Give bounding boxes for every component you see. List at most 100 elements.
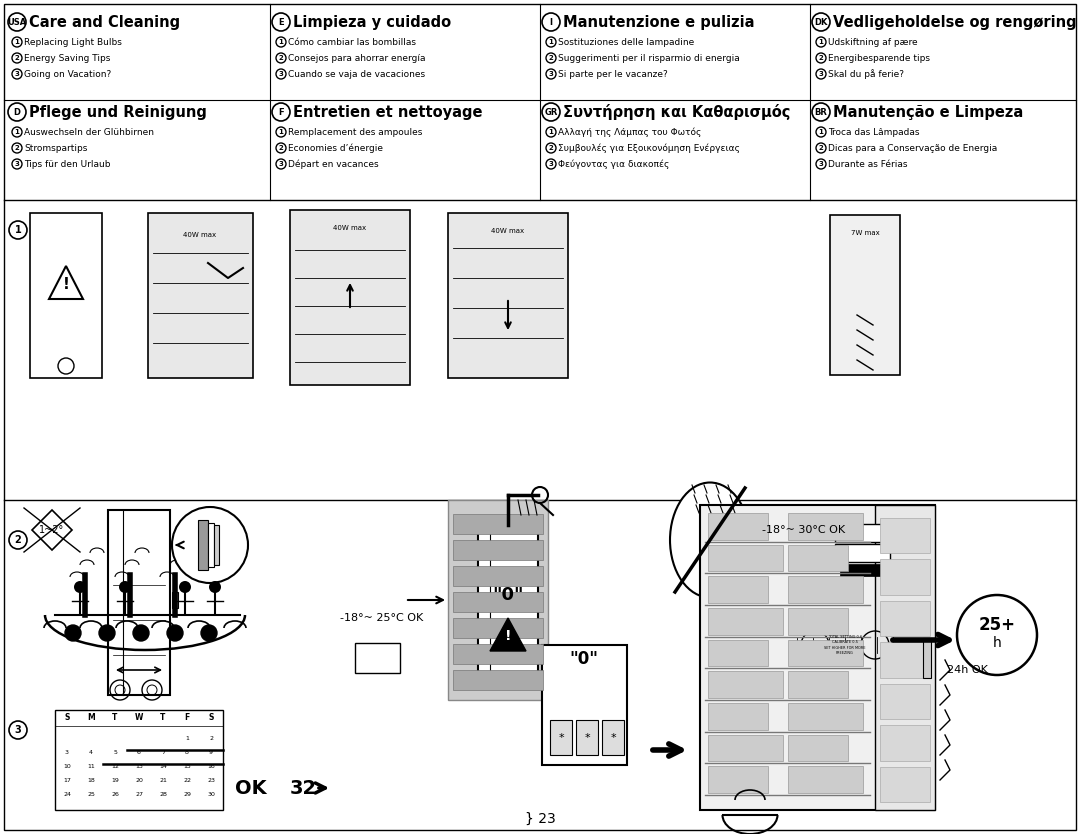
Circle shape bbox=[99, 625, 114, 641]
Text: Stromspartips: Stromspartips bbox=[24, 143, 87, 153]
Text: TOTAL SETTING 0-6
CALIBRATE 0-5
SET HIGHER FOR MORE
FREEZING: TOTAL SETTING 0-6 CALIBRATE 0-5 SET HIGH… bbox=[824, 635, 866, 656]
Text: 2: 2 bbox=[819, 55, 823, 61]
Text: Συμβουλές για Εξοικονόμηση Ενέργειας: Συμβουλές για Εξοικονόμηση Ενέργειας bbox=[558, 143, 740, 153]
Bar bbox=[880, 684, 930, 719]
Text: 1: 1 bbox=[14, 39, 19, 45]
Circle shape bbox=[133, 625, 149, 641]
Text: F: F bbox=[185, 714, 190, 722]
Bar bbox=[148, 213, 253, 378]
Text: 1~2°: 1~2° bbox=[39, 525, 65, 535]
Text: Auswechseln der Glühbirnen: Auswechseln der Glühbirnen bbox=[24, 128, 154, 137]
Text: 18: 18 bbox=[87, 777, 95, 782]
Text: "0": "0" bbox=[569, 650, 598, 668]
Text: 40W max: 40W max bbox=[491, 228, 525, 234]
Bar bbox=[708, 735, 783, 761]
Bar bbox=[708, 513, 768, 540]
Text: 12: 12 bbox=[111, 763, 119, 768]
Bar bbox=[448, 213, 568, 378]
Text: 3: 3 bbox=[819, 71, 823, 77]
Bar bbox=[291, 210, 410, 385]
Text: 3: 3 bbox=[819, 161, 823, 167]
Text: 1: 1 bbox=[549, 39, 553, 45]
Text: S: S bbox=[208, 714, 214, 722]
Text: -18°~ 25°C OK: -18°~ 25°C OK bbox=[340, 613, 423, 623]
Text: 1: 1 bbox=[279, 39, 283, 45]
Text: Si parte per le vacanze?: Si parte per le vacanze? bbox=[558, 69, 667, 78]
Text: USA: USA bbox=[8, 18, 27, 27]
Text: 2: 2 bbox=[210, 736, 213, 741]
Text: 3: 3 bbox=[279, 161, 283, 167]
Bar bbox=[788, 703, 863, 730]
Bar bbox=[840, 564, 885, 576]
Circle shape bbox=[167, 625, 183, 641]
Bar bbox=[708, 545, 783, 571]
Bar bbox=[880, 518, 930, 554]
Circle shape bbox=[210, 581, 221, 593]
Bar bbox=[550, 720, 572, 755]
Text: !: ! bbox=[504, 629, 511, 643]
Text: 2: 2 bbox=[819, 145, 823, 151]
Text: 28: 28 bbox=[159, 791, 167, 796]
Bar bbox=[453, 566, 543, 586]
Text: I: I bbox=[550, 18, 553, 27]
Text: 2: 2 bbox=[279, 145, 283, 151]
Text: Φεύγοντας για διακοπές: Φεύγοντας για διακοπές bbox=[558, 159, 670, 168]
Text: 25+: 25+ bbox=[978, 616, 1015, 634]
Text: Limpieza y cuidado: Limpieza y cuidado bbox=[293, 14, 451, 29]
Text: 3: 3 bbox=[279, 71, 283, 77]
Text: 30: 30 bbox=[207, 791, 215, 796]
Text: Manutenção e Limpeza: Manutenção e Limpeza bbox=[833, 104, 1023, 119]
Circle shape bbox=[119, 581, 131, 593]
Text: 1: 1 bbox=[549, 129, 553, 135]
Bar bbox=[835, 544, 890, 562]
Text: 3: 3 bbox=[14, 71, 19, 77]
Bar bbox=[880, 600, 930, 636]
Text: Remplacement des ampoules: Remplacement des ampoules bbox=[288, 128, 422, 137]
Text: F: F bbox=[279, 108, 284, 117]
Bar bbox=[880, 560, 930, 595]
Text: 1: 1 bbox=[15, 225, 22, 235]
Bar bbox=[788, 671, 848, 698]
Bar bbox=[708, 576, 768, 603]
Bar bbox=[214, 525, 219, 565]
Bar bbox=[55, 710, 222, 810]
Circle shape bbox=[957, 595, 1037, 675]
Text: 17: 17 bbox=[63, 777, 71, 782]
Bar bbox=[788, 513, 863, 540]
Text: Αλλαγή της Λάμπας του Φωτός: Αλλαγή της Λάμπας του Φωτός bbox=[558, 128, 701, 137]
Text: Départ en vacances: Départ en vacances bbox=[288, 159, 379, 168]
Text: -18°~ 30°C OK: -18°~ 30°C OK bbox=[762, 525, 846, 535]
Text: 1: 1 bbox=[14, 129, 19, 135]
Text: 11: 11 bbox=[87, 763, 95, 768]
Text: 16: 16 bbox=[207, 763, 215, 768]
Text: 8: 8 bbox=[185, 750, 189, 755]
Text: 22: 22 bbox=[183, 777, 191, 782]
Text: Cómo cambiar las bombillas: Cómo cambiar las bombillas bbox=[288, 38, 416, 47]
Text: Durante as Férias: Durante as Férias bbox=[828, 159, 907, 168]
Text: 6: 6 bbox=[137, 750, 140, 755]
Text: M: M bbox=[87, 714, 95, 722]
Text: 20: 20 bbox=[135, 777, 143, 782]
Text: 24h OK: 24h OK bbox=[946, 665, 987, 675]
Ellipse shape bbox=[785, 617, 905, 672]
Circle shape bbox=[75, 581, 86, 593]
Text: Troca das Lâmpadas: Troca das Lâmpadas bbox=[828, 128, 919, 137]
Circle shape bbox=[201, 625, 217, 641]
Bar bbox=[708, 640, 768, 666]
Bar bbox=[453, 592, 543, 612]
Text: h: h bbox=[993, 636, 1001, 650]
Text: 40W max: 40W max bbox=[334, 225, 366, 231]
Text: 5: 5 bbox=[113, 750, 117, 755]
Text: 9: 9 bbox=[210, 750, 213, 755]
Bar bbox=[576, 720, 598, 755]
Text: Suggerimenti per il risparmio di energia: Suggerimenti per il risparmio di energia bbox=[558, 53, 740, 63]
Bar bbox=[542, 645, 627, 765]
Circle shape bbox=[65, 625, 81, 641]
Polygon shape bbox=[490, 618, 526, 651]
Text: BR: BR bbox=[814, 108, 827, 117]
Text: 3: 3 bbox=[549, 71, 553, 77]
Text: Care and Cleaning: Care and Cleaning bbox=[29, 14, 180, 29]
Bar bbox=[453, 540, 543, 560]
Text: *: * bbox=[610, 733, 616, 743]
Text: DK: DK bbox=[814, 18, 827, 27]
